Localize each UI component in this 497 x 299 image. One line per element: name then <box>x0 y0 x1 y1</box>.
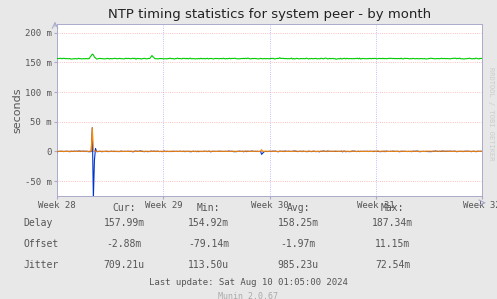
Text: Avg:: Avg: <box>286 203 310 213</box>
Text: Munin 2.0.67: Munin 2.0.67 <box>219 292 278 299</box>
Text: Cur:: Cur: <box>112 203 136 213</box>
Text: -2.88m: -2.88m <box>107 239 142 249</box>
Text: 157.99m: 157.99m <box>104 218 145 228</box>
Text: Max:: Max: <box>381 203 405 213</box>
Text: 154.92m: 154.92m <box>188 218 229 228</box>
Text: 158.25m: 158.25m <box>278 218 319 228</box>
Text: 985.23u: 985.23u <box>278 260 319 270</box>
Text: Jitter: Jitter <box>23 260 59 270</box>
Text: Min:: Min: <box>197 203 221 213</box>
Text: -79.14m: -79.14m <box>188 239 229 249</box>
Text: Offset: Offset <box>23 239 59 249</box>
Text: Delay: Delay <box>23 218 53 228</box>
Text: -1.97m: -1.97m <box>281 239 316 249</box>
Title: NTP timing statistics for system peer - by month: NTP timing statistics for system peer - … <box>108 8 431 21</box>
Text: 72.54m: 72.54m <box>375 260 410 270</box>
Text: 113.50u: 113.50u <box>188 260 229 270</box>
Text: RRDTOOL / TOBI OETIKER: RRDTOOL / TOBI OETIKER <box>488 67 494 160</box>
Text: Last update: Sat Aug 10 01:05:00 2024: Last update: Sat Aug 10 01:05:00 2024 <box>149 278 348 287</box>
Text: 187.34m: 187.34m <box>372 218 413 228</box>
Y-axis label: seconds: seconds <box>12 87 22 133</box>
Text: 709.21u: 709.21u <box>104 260 145 270</box>
Text: 11.15m: 11.15m <box>375 239 410 249</box>
